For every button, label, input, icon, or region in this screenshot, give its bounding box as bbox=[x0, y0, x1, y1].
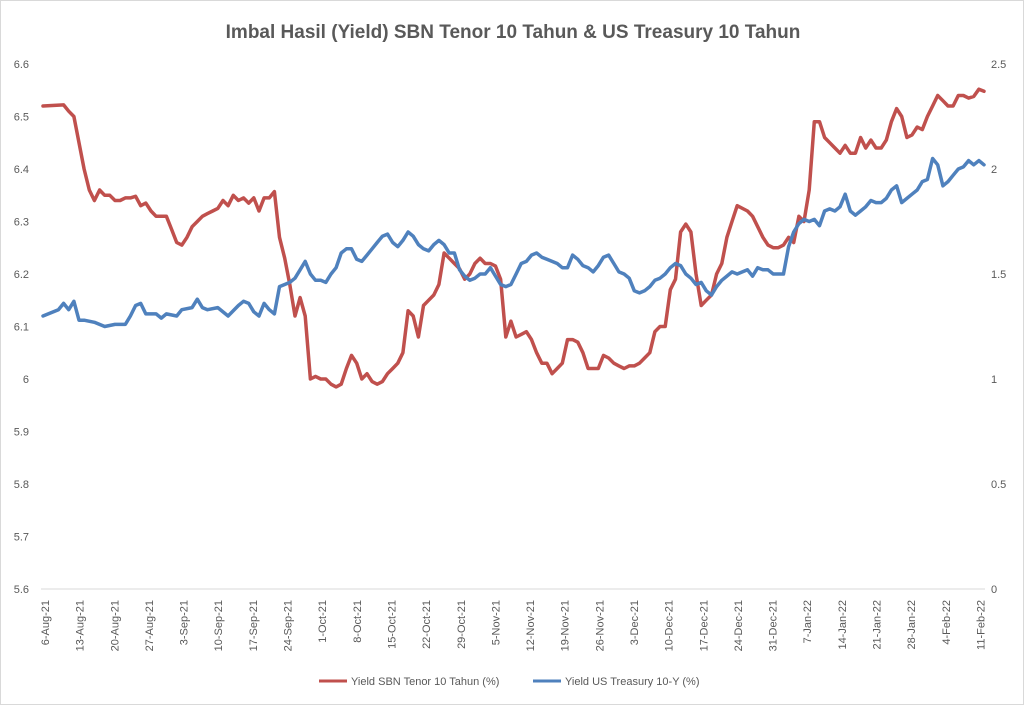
right-y-axis: 2.5 2 1.5 1 0.5 0 bbox=[991, 59, 1006, 596]
left-tick-label: 5.7 bbox=[14, 532, 29, 544]
left-tick-label: 6.1 bbox=[14, 322, 29, 334]
left-y-axis: 6.6 6.5 6.4 6.3 6.2 6.1 6 5.9 5.8 5.7 5.6 bbox=[14, 59, 29, 596]
left-tick-label: 6.2 bbox=[14, 269, 29, 281]
x-tick-label: 29-Oct-21 bbox=[456, 600, 468, 649]
left-tick-label: 6.5 bbox=[14, 112, 29, 124]
legend-item-ust: Yield US Treasury 10-Y (%) bbox=[533, 676, 700, 688]
legend: Yield SBN Tenor 10 Tahun (%) Yield US Tr… bbox=[319, 676, 700, 688]
x-tick-label: 10-Dec-21 bbox=[664, 600, 676, 651]
x-tick-label: 20-Aug-21 bbox=[109, 600, 121, 651]
x-tick-label: 12-Nov-21 bbox=[525, 600, 537, 651]
x-tick-label: 14-Jan-22 bbox=[837, 600, 849, 650]
x-tick-label: 21-Jan-22 bbox=[872, 600, 884, 650]
x-tick-label: 17-Sep-21 bbox=[248, 600, 260, 651]
series-layer bbox=[41, 87, 986, 389]
x-tick-label: 22-Oct-21 bbox=[421, 600, 433, 649]
x-tick-label: 26-Nov-21 bbox=[594, 600, 606, 651]
legend-label-sbn: Yield SBN Tenor 10 Tahun (%) bbox=[351, 676, 499, 688]
x-tick-label: 7-Jan-22 bbox=[802, 600, 814, 643]
series-line-sbn bbox=[41, 87, 986, 389]
x-tick-label: 19-Nov-21 bbox=[560, 600, 572, 651]
left-tick-label: 6 bbox=[23, 374, 29, 386]
right-tick-label: 2.5 bbox=[991, 59, 1006, 71]
x-tick-label: 1-Oct-21 bbox=[317, 600, 329, 643]
x-tick-label: 5-Nov-21 bbox=[490, 600, 502, 645]
x-tick-label: 28-Jan-22 bbox=[906, 600, 918, 650]
left-tick-label: 6.3 bbox=[14, 217, 29, 229]
right-tick-label: 1.5 bbox=[991, 269, 1006, 281]
x-tick-label: 11-Feb-22 bbox=[975, 600, 987, 650]
x-tick-label: 24-Sep-21 bbox=[283, 600, 295, 651]
x-tick-label: 4-Feb-22 bbox=[941, 600, 953, 645]
legend-item-sbn: Yield SBN Tenor 10 Tahun (%) bbox=[319, 676, 499, 688]
x-tick-label: 3-Sep-21 bbox=[179, 600, 191, 645]
x-tick-label: 13-Aug-21 bbox=[75, 600, 87, 651]
right-tick-label: 0 bbox=[991, 584, 997, 596]
right-tick-label: 2 bbox=[991, 164, 997, 176]
left-tick-label: 6.4 bbox=[14, 164, 29, 176]
left-tick-label: 5.9 bbox=[14, 427, 29, 439]
chart-title: Imbal Hasil (Yield) SBN Tenor 10 Tahun &… bbox=[226, 22, 801, 43]
legend-label-ust: Yield US Treasury 10-Y (%) bbox=[565, 676, 700, 688]
left-tick-label: 5.8 bbox=[14, 479, 29, 491]
right-tick-label: 1 bbox=[991, 374, 997, 386]
x-tick-label: 17-Dec-21 bbox=[698, 600, 710, 651]
x-tick-label: 8-Oct-21 bbox=[352, 600, 364, 643]
x-axis: 6-Aug-21 13-Aug-21 20-Aug-21 27-Aug-21 3-Sep… bbox=[40, 600, 987, 651]
left-tick-label: 5.6 bbox=[14, 584, 29, 596]
x-tick-label: 15-Oct-21 bbox=[386, 600, 398, 649]
series-line-ust bbox=[41, 156, 986, 329]
x-tick-label: 3-Dec-21 bbox=[629, 600, 641, 645]
right-tick-label: 0.5 bbox=[991, 479, 1006, 491]
x-tick-label: 27-Aug-21 bbox=[144, 600, 156, 651]
x-tick-label: 10-Sep-21 bbox=[213, 600, 225, 651]
left-tick-label: 6.6 bbox=[14, 59, 29, 71]
x-tick-label: 31-Dec-21 bbox=[768, 600, 780, 651]
x-tick-label: 24-Dec-21 bbox=[733, 600, 745, 651]
x-tick-label: 6-Aug-21 bbox=[40, 600, 52, 645]
